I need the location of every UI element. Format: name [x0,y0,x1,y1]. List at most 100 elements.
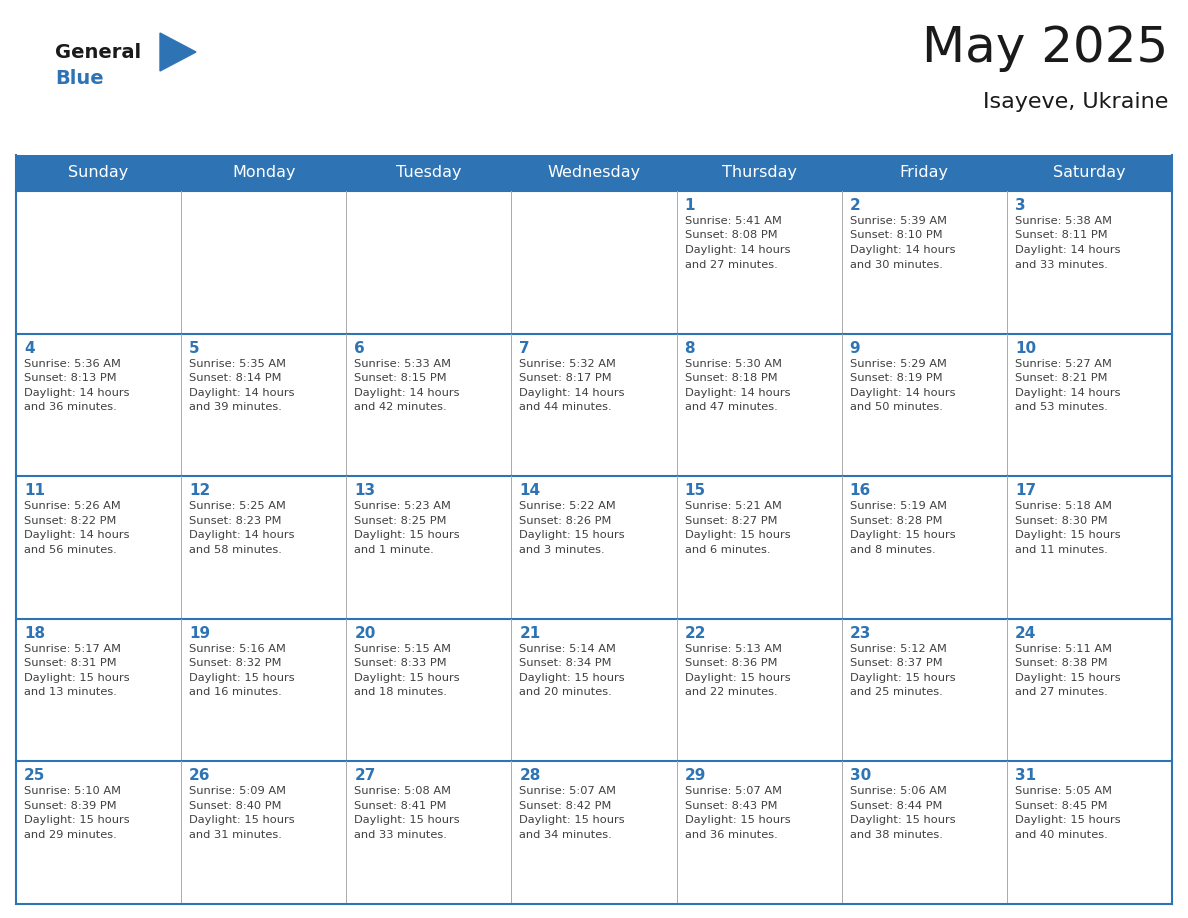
Text: 11: 11 [24,483,45,498]
Text: Sunrise: 5:33 AM: Sunrise: 5:33 AM [354,359,451,369]
Text: Sunrise: 5:26 AM: Sunrise: 5:26 AM [24,501,121,511]
Text: and 29 minutes.: and 29 minutes. [24,830,116,840]
Text: Sunrise: 5:35 AM: Sunrise: 5:35 AM [189,359,286,369]
Text: Daylight: 15 hours: Daylight: 15 hours [684,815,790,825]
Text: Sunset: 8:26 PM: Sunset: 8:26 PM [519,516,612,526]
Text: Sunset: 8:23 PM: Sunset: 8:23 PM [189,516,282,526]
Text: Sunrise: 5:30 AM: Sunrise: 5:30 AM [684,359,782,369]
Text: and 18 minutes.: and 18 minutes. [354,688,447,698]
Text: Daylight: 15 hours: Daylight: 15 hours [519,815,625,825]
Text: 24: 24 [1015,626,1036,641]
Text: Daylight: 15 hours: Daylight: 15 hours [354,531,460,540]
Text: Sunset: 8:41 PM: Sunset: 8:41 PM [354,800,447,811]
Text: 3: 3 [1015,198,1025,213]
Text: 21: 21 [519,626,541,641]
Text: Sunrise: 5:25 AM: Sunrise: 5:25 AM [189,501,286,511]
Text: Blue: Blue [55,69,103,87]
Text: 31: 31 [1015,768,1036,783]
Text: 6: 6 [354,341,365,355]
Text: Daylight: 15 hours: Daylight: 15 hours [684,673,790,683]
Text: General: General [55,42,141,62]
Text: Sunrise: 5:38 AM: Sunrise: 5:38 AM [1015,216,1112,226]
Text: and 56 minutes.: and 56 minutes. [24,544,116,554]
Text: and 40 minutes.: and 40 minutes. [1015,830,1107,840]
Text: and 33 minutes.: and 33 minutes. [354,830,447,840]
Text: 15: 15 [684,483,706,498]
Text: Sunrise: 5:19 AM: Sunrise: 5:19 AM [849,501,947,511]
Text: and 8 minutes.: and 8 minutes. [849,544,935,554]
Text: 22: 22 [684,626,706,641]
Text: Daylight: 14 hours: Daylight: 14 hours [849,245,955,255]
Text: Sunset: 8:25 PM: Sunset: 8:25 PM [354,516,447,526]
Text: Daylight: 15 hours: Daylight: 15 hours [189,815,295,825]
Text: Daylight: 15 hours: Daylight: 15 hours [24,815,129,825]
Text: Sunrise: 5:12 AM: Sunrise: 5:12 AM [849,644,947,654]
Text: Sunset: 8:42 PM: Sunset: 8:42 PM [519,800,612,811]
Text: 25: 25 [24,768,45,783]
Text: Daylight: 15 hours: Daylight: 15 hours [849,815,955,825]
Text: Sunrise: 5:09 AM: Sunrise: 5:09 AM [189,787,286,797]
Text: Daylight: 15 hours: Daylight: 15 hours [354,673,460,683]
Text: Sunrise: 5:13 AM: Sunrise: 5:13 AM [684,644,782,654]
Text: Sunrise: 5:07 AM: Sunrise: 5:07 AM [684,787,782,797]
Bar [15,333,1173,476]
Text: Sunset: 8:13 PM: Sunset: 8:13 PM [24,373,116,383]
Text: and 20 minutes.: and 20 minutes. [519,688,612,698]
Text: Sunrise: 5:39 AM: Sunrise: 5:39 AM [849,216,947,226]
Text: Daylight: 15 hours: Daylight: 15 hours [849,673,955,683]
Text: Sunset: 8:38 PM: Sunset: 8:38 PM [1015,658,1107,668]
Text: 1: 1 [684,198,695,213]
Bar [15,476,1173,619]
Text: Daylight: 14 hours: Daylight: 14 hours [189,531,295,540]
Text: and 30 minutes.: and 30 minutes. [849,260,942,270]
Text: Daylight: 14 hours: Daylight: 14 hours [684,387,790,397]
Text: Sunrise: 5:07 AM: Sunrise: 5:07 AM [519,787,617,797]
Text: 14: 14 [519,483,541,498]
Text: and 3 minutes.: and 3 minutes. [519,544,605,554]
Text: Sunday: Sunday [69,165,128,181]
Text: Daylight: 15 hours: Daylight: 15 hours [24,673,129,683]
Text: Sunset: 8:15 PM: Sunset: 8:15 PM [354,373,447,383]
Text: Sunset: 8:43 PM: Sunset: 8:43 PM [684,800,777,811]
Text: and 1 minute.: and 1 minute. [354,544,434,554]
Text: Saturday: Saturday [1053,165,1126,181]
Text: 8: 8 [684,341,695,355]
Text: Sunset: 8:30 PM: Sunset: 8:30 PM [1015,516,1107,526]
Text: 4: 4 [24,341,34,355]
Text: Sunrise: 5:08 AM: Sunrise: 5:08 AM [354,787,451,797]
Text: and 16 minutes.: and 16 minutes. [189,688,282,698]
Text: 26: 26 [189,768,210,783]
Text: Thursday: Thursday [721,165,797,181]
Text: Sunset: 8:27 PM: Sunset: 8:27 PM [684,516,777,526]
Text: and 22 minutes.: and 22 minutes. [684,688,777,698]
Text: Sunrise: 5:29 AM: Sunrise: 5:29 AM [849,359,947,369]
Bar [15,619,1173,761]
Text: and 31 minutes.: and 31 minutes. [189,830,282,840]
Text: Sunset: 8:31 PM: Sunset: 8:31 PM [24,658,116,668]
Text: Sunrise: 5:23 AM: Sunrise: 5:23 AM [354,501,451,511]
Text: Sunrise: 5:10 AM: Sunrise: 5:10 AM [24,787,121,797]
Text: Sunset: 8:08 PM: Sunset: 8:08 PM [684,230,777,241]
Text: and 34 minutes.: and 34 minutes. [519,830,612,840]
Text: and 11 minutes.: and 11 minutes. [1015,544,1107,554]
Text: Sunrise: 5:27 AM: Sunrise: 5:27 AM [1015,359,1112,369]
Text: Sunset: 8:28 PM: Sunset: 8:28 PM [849,516,942,526]
Text: 10: 10 [1015,341,1036,355]
Text: Daylight: 15 hours: Daylight: 15 hours [519,531,625,540]
Text: Daylight: 14 hours: Daylight: 14 hours [849,387,955,397]
Text: Daylight: 15 hours: Daylight: 15 hours [519,673,625,683]
Text: Friday: Friday [899,165,949,181]
Text: Sunrise: 5:05 AM: Sunrise: 5:05 AM [1015,787,1112,797]
Text: 28: 28 [519,768,541,783]
Text: and 38 minutes.: and 38 minutes. [849,830,942,840]
Text: Wednesday: Wednesday [548,165,640,181]
Text: Sunset: 8:40 PM: Sunset: 8:40 PM [189,800,282,811]
Text: 9: 9 [849,341,860,355]
Text: Sunrise: 5:41 AM: Sunrise: 5:41 AM [684,216,782,226]
Text: and 25 minutes.: and 25 minutes. [849,688,942,698]
Text: Sunset: 8:45 PM: Sunset: 8:45 PM [1015,800,1107,811]
Text: and 42 minutes.: and 42 minutes. [354,402,447,412]
Text: and 27 minutes.: and 27 minutes. [1015,688,1107,698]
Text: Daylight: 15 hours: Daylight: 15 hours [354,815,460,825]
Text: May 2025: May 2025 [922,24,1168,72]
